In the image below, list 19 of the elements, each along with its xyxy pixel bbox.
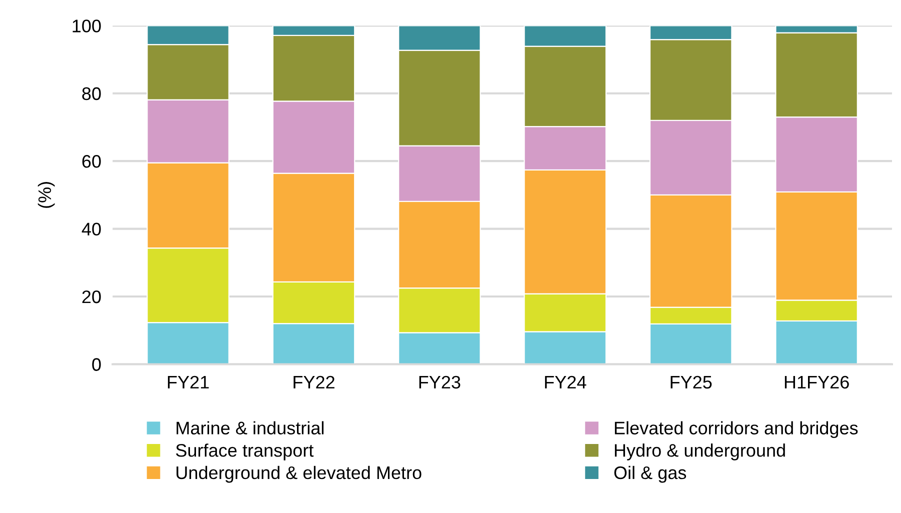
x-tick-label: FY22 bbox=[294, 376, 334, 388]
x-tick-label: FY25 bbox=[670, 376, 712, 389]
legend-label: Oil & gas bbox=[614, 466, 686, 483]
y-tick-label: 20 bbox=[82, 290, 101, 304]
x-tick-label: FY23 bbox=[419, 376, 460, 389]
legend-label: Elevated corridors and bridges bbox=[614, 421, 858, 438]
y-axis-title: (%) bbox=[38, 182, 55, 208]
legend-label: Underground & elevated Metro bbox=[176, 466, 422, 483]
legend-label: Hydro & underground bbox=[614, 444, 785, 460]
y-tick-label: 60 bbox=[82, 155, 101, 168]
x-tick-label: H1FY26 bbox=[784, 376, 849, 389]
x-tick-label: FY24 bbox=[545, 376, 586, 388]
y-tick-label: 0 bbox=[92, 358, 101, 371]
y-tick-label: 100 bbox=[72, 20, 101, 32]
y-tick-label: 40 bbox=[82, 222, 101, 236]
legend-label: Marine & industrial bbox=[176, 421, 324, 434]
x-tick-label: FY21 bbox=[168, 376, 209, 388]
y-tick-label: 80 bbox=[82, 87, 101, 100]
legend-label: Surface transport bbox=[176, 444, 314, 460]
